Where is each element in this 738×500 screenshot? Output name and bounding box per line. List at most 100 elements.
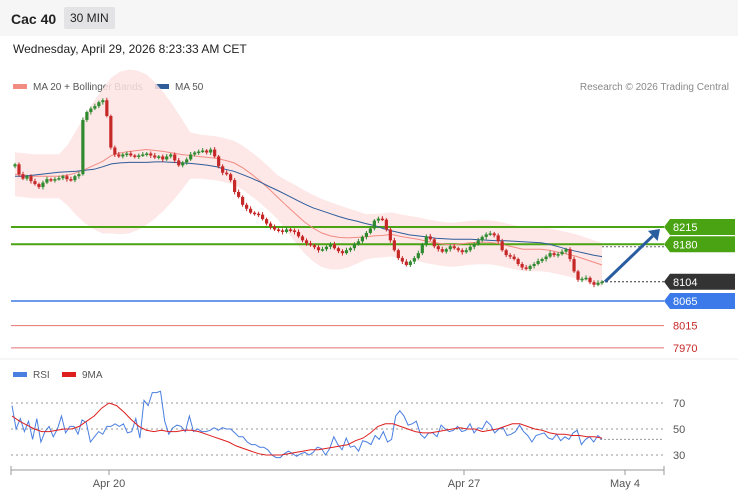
candle-body <box>13 164 17 167</box>
candle-body <box>181 162 185 166</box>
candle-body <box>432 239 436 247</box>
moving-averages <box>14 148 603 266</box>
candle-body <box>25 176 29 179</box>
candle-body <box>101 100 105 103</box>
header-bar <box>0 0 738 36</box>
bollinger-bands <box>15 69 602 287</box>
candle-body <box>241 196 245 205</box>
candle-body <box>536 261 540 264</box>
candle-body <box>588 277 592 283</box>
candle-body <box>81 119 85 175</box>
candle-body <box>392 240 396 251</box>
candle-body <box>484 234 488 237</box>
candle-body <box>177 160 181 166</box>
candle-body <box>360 236 365 242</box>
candle-body <box>173 154 177 161</box>
candle-body <box>304 240 309 244</box>
candle-body <box>49 179 53 181</box>
level-tag-8104 <box>664 273 735 290</box>
candle-body <box>544 256 548 260</box>
ma20-legend-label: MA 20 + Bollinger Bands <box>33 82 143 93</box>
candle-body <box>65 176 69 180</box>
candle-body <box>197 151 201 154</box>
x-tick-label: Apr 20 <box>93 478 125 490</box>
ma50-legend-label: MA 50 <box>175 82 204 93</box>
candle-body <box>280 230 285 232</box>
candle-body <box>288 229 293 231</box>
candle-body <box>284 229 289 232</box>
rsi-lines <box>11 390 603 459</box>
candle-body <box>476 240 480 245</box>
candle-body <box>348 248 353 251</box>
projection-arrow <box>603 229 660 283</box>
candle-body <box>400 258 404 262</box>
candle-body <box>169 154 173 157</box>
candle-body <box>225 172 229 175</box>
candle-body <box>548 253 552 257</box>
candle-body <box>396 250 400 259</box>
candle-body <box>552 253 556 256</box>
level-tag-text-8215: 8215 <box>673 222 697 234</box>
candle-body <box>69 179 73 181</box>
price-levels <box>11 226 664 349</box>
candle-body <box>17 164 21 175</box>
rsi-tick-70: 70 <box>673 398 685 410</box>
candle-body <box>145 153 149 155</box>
candle-body <box>600 281 604 284</box>
ma50-line <box>15 161 603 258</box>
candle-body <box>324 246 329 250</box>
candle-body <box>540 259 544 262</box>
candle-body <box>428 236 432 240</box>
rsi-ma-line <box>11 402 603 456</box>
candle-body <box>113 147 117 155</box>
candle-body <box>276 229 281 231</box>
candle-body <box>61 176 65 179</box>
candle-body <box>292 230 297 232</box>
candle-body <box>584 277 588 280</box>
candle-body <box>312 245 317 248</box>
candle-body <box>380 218 384 221</box>
candle-body <box>37 184 41 188</box>
candle-body <box>376 218 380 221</box>
level-tag-text-8180: 8180 <box>673 239 697 251</box>
candle-body <box>221 166 225 173</box>
candle-body <box>568 249 572 260</box>
candle-body <box>420 244 424 254</box>
candle-body <box>408 261 412 265</box>
candle-body <box>332 244 337 249</box>
candle-body <box>217 156 221 167</box>
level-label-7970: 7970 <box>673 343 697 355</box>
candle-body <box>229 174 233 181</box>
candle-body <box>205 150 209 153</box>
candle-body <box>412 258 416 262</box>
level-tag-8215 <box>664 219 735 235</box>
candle-body <box>448 246 452 250</box>
timeframe-button[interactable]: 30 MIN <box>64 7 115 29</box>
candle-body <box>213 149 217 157</box>
candle-body <box>504 250 508 256</box>
projection-arrow-head <box>647 229 660 241</box>
level-tag-8065 <box>664 293 735 309</box>
candle-body <box>121 154 125 157</box>
rsi-tick-50: 50 <box>673 424 685 436</box>
candle-body <box>21 174 25 179</box>
candle-body <box>256 213 261 216</box>
rsi-legend-swatch <box>13 372 27 377</box>
level-tag-8180 <box>664 236 735 253</box>
ma20-legend-swatch <box>13 84 27 89</box>
candle-body <box>300 236 305 241</box>
candle-body <box>556 254 560 256</box>
candle-body <box>560 251 564 255</box>
candle-body <box>508 255 512 257</box>
candle-body <box>125 153 129 155</box>
candle-body <box>528 265 532 269</box>
candle-body <box>352 244 357 249</box>
candle-body <box>416 253 420 259</box>
candle-body <box>137 155 141 157</box>
candle-body <box>296 231 301 237</box>
candle-body <box>105 100 109 116</box>
candle-body <box>328 244 333 247</box>
candle-body <box>404 261 408 265</box>
candle-body <box>368 228 372 233</box>
candle-body <box>580 278 584 281</box>
